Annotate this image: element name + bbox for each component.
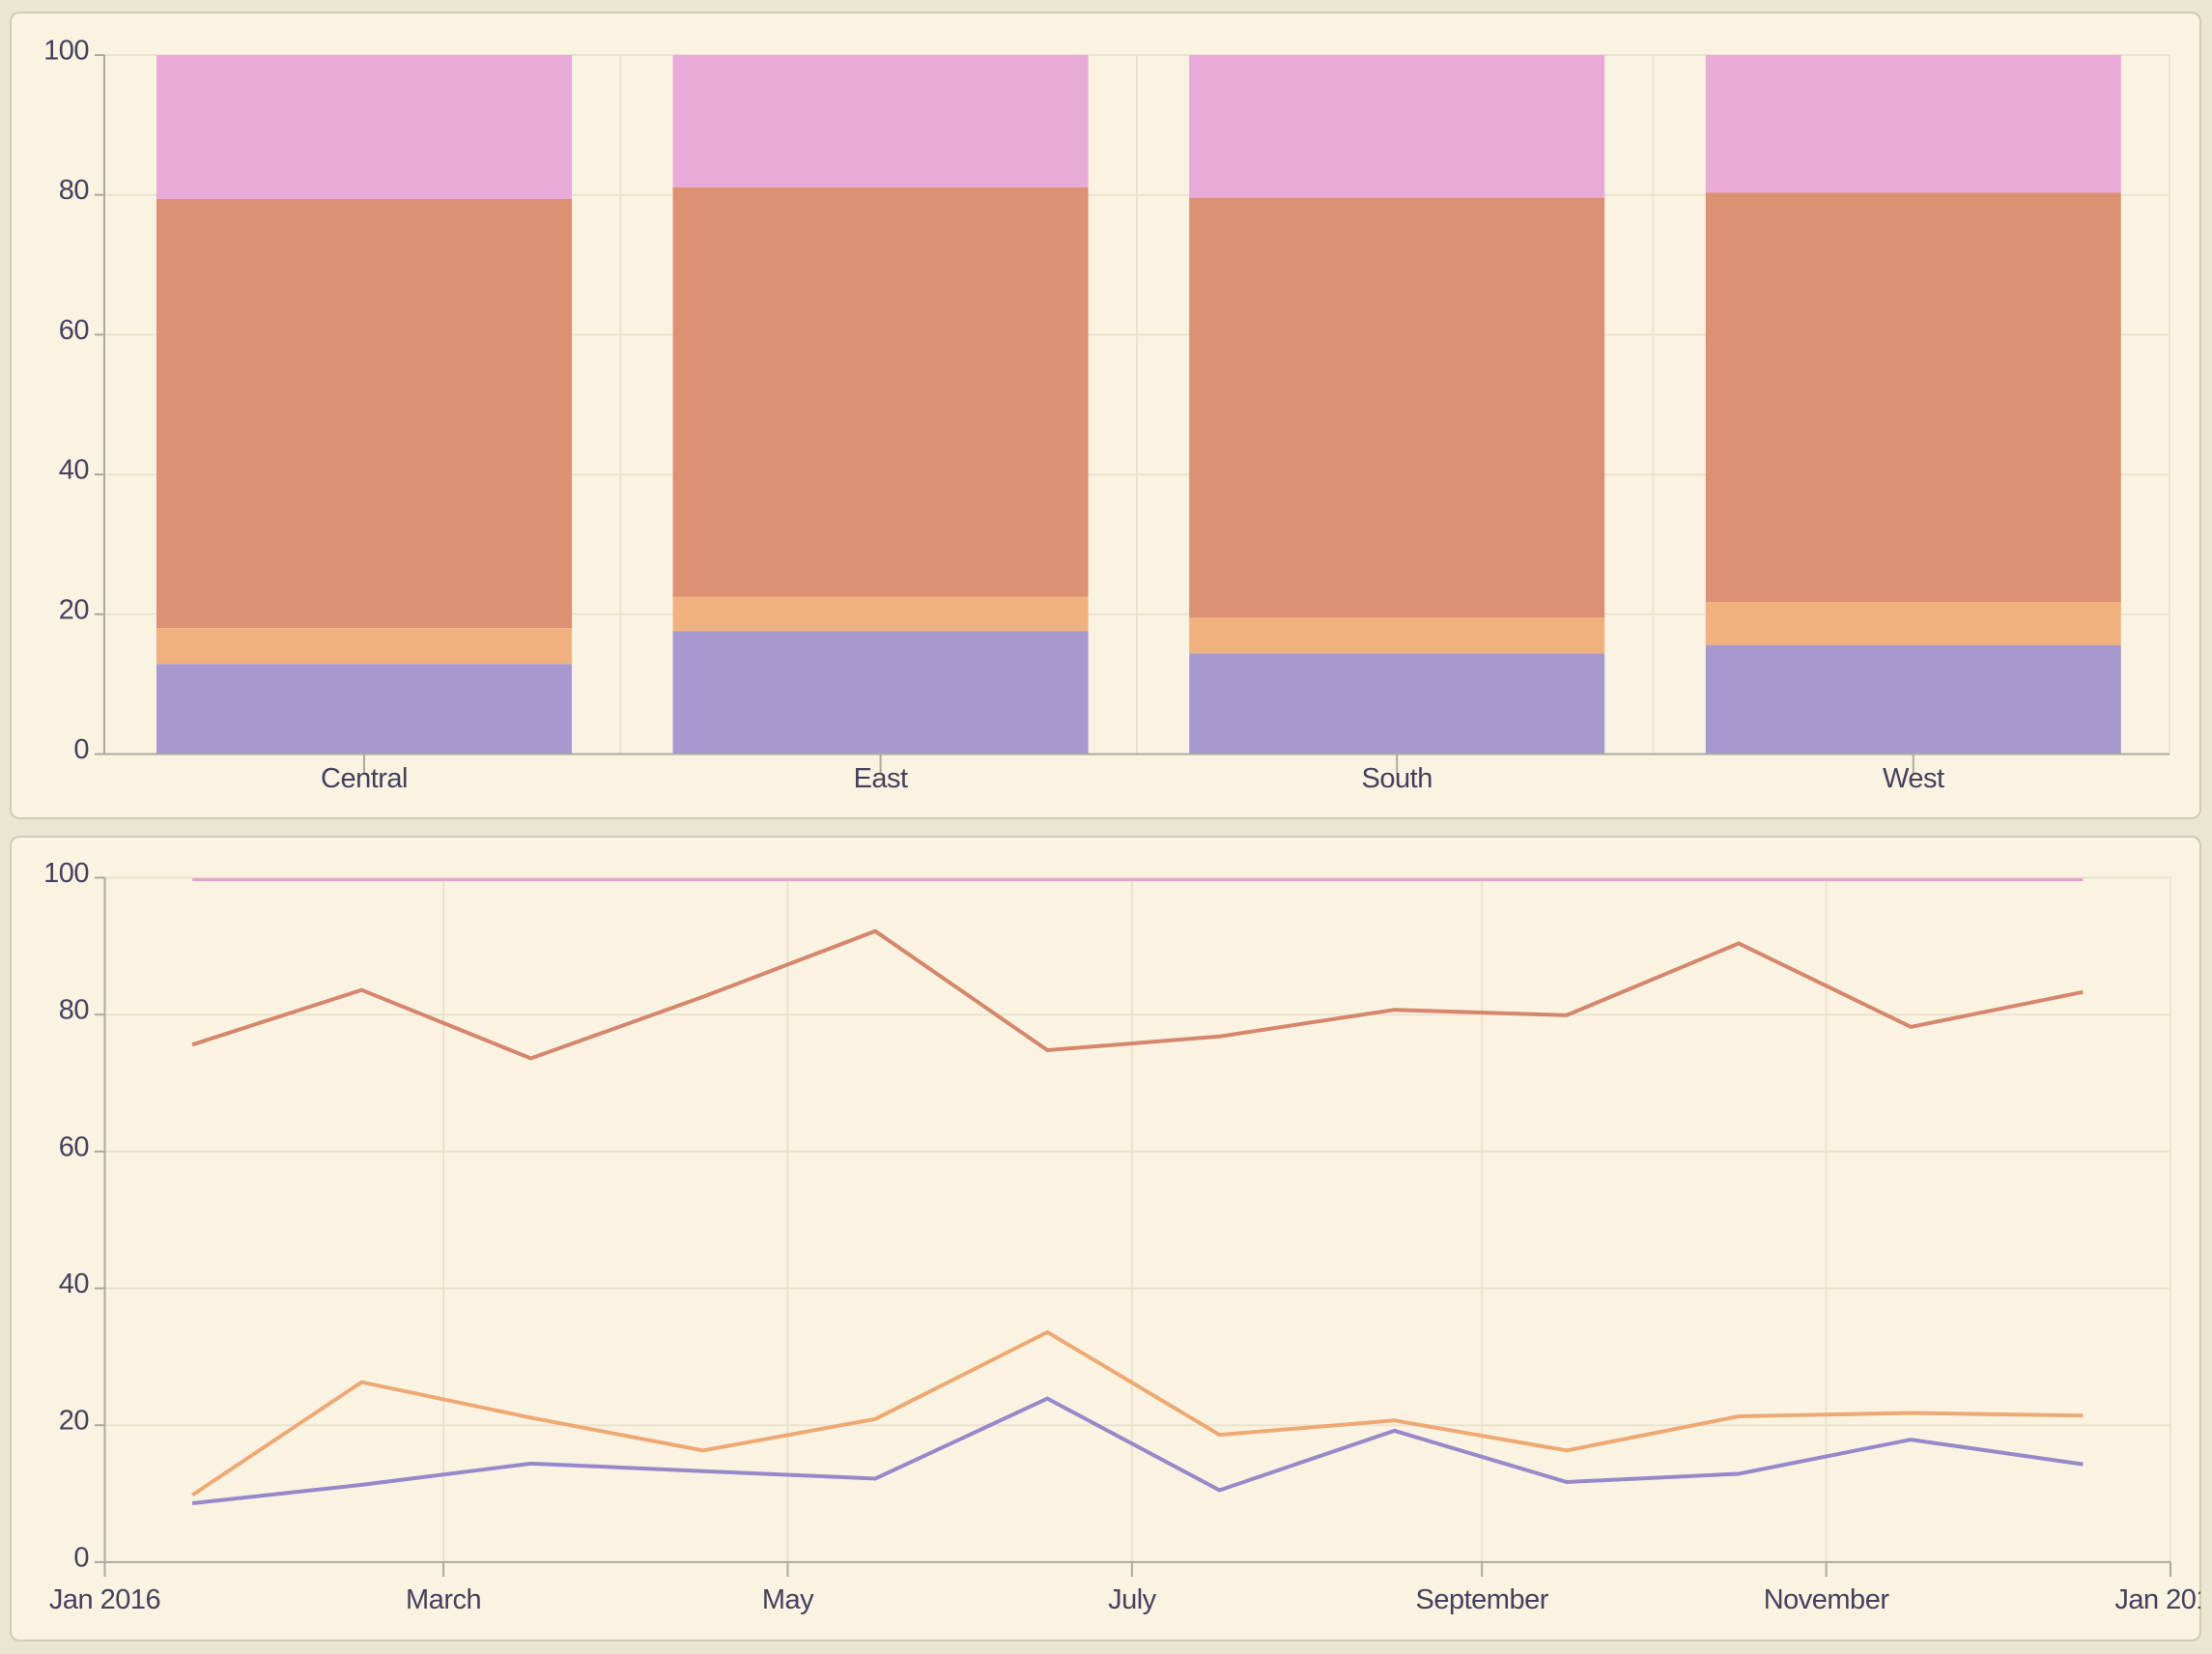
svg-text:80: 80: [59, 995, 89, 1026]
svg-text:East: East: [854, 763, 908, 794]
svg-text:July: July: [1108, 1584, 1157, 1615]
svg-text:20: 20: [59, 594, 89, 625]
svg-text:20: 20: [59, 1406, 89, 1437]
svg-text:40: 40: [59, 1269, 89, 1299]
svg-text:100: 100: [43, 858, 89, 889]
svg-text:May: May: [762, 1584, 814, 1615]
svg-text:November: November: [1764, 1584, 1890, 1615]
svg-text:Jan 2017: Jan 2017: [2114, 1584, 2212, 1615]
svg-text:September: September: [1416, 1584, 1549, 1615]
svg-text:100: 100: [43, 36, 89, 67]
svg-text:0: 0: [73, 1542, 89, 1573]
svg-text:0: 0: [73, 734, 89, 765]
svg-text:80: 80: [59, 175, 89, 206]
svg-text:Central: Central: [321, 763, 408, 794]
svg-text:60: 60: [59, 1131, 89, 1162]
svg-text:South: South: [1362, 763, 1432, 794]
svg-text:60: 60: [59, 315, 89, 346]
svg-text:March: March: [406, 1584, 481, 1615]
svg-text:Jan 2016: Jan 2016: [49, 1584, 160, 1615]
svg-text:West: West: [1883, 763, 1944, 794]
svg-text:40: 40: [59, 455, 89, 486]
